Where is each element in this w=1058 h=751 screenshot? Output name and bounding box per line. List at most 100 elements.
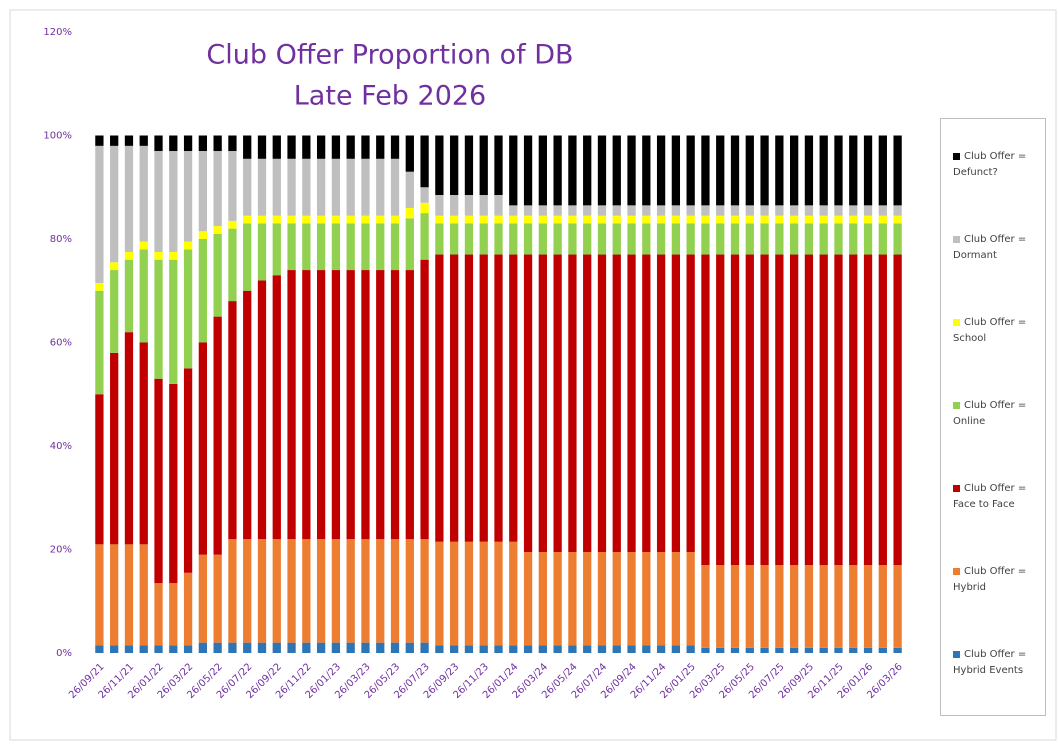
bar-segment (464, 215, 474, 224)
bar-segment (597, 205, 607, 216)
legend-swatch (953, 567, 960, 575)
bar-segment (538, 552, 547, 646)
bar-segment (671, 215, 681, 224)
bar-segment (361, 135, 370, 159)
bar-segment (627, 552, 636, 646)
legend-label: Club Offer = Hybrid Events (953, 649, 1027, 676)
bar-segment (819, 215, 828, 224)
bar-segment (110, 544, 119, 646)
bar-segment (390, 215, 400, 224)
bar-segment (849, 205, 858, 216)
bar-segment (287, 539, 296, 643)
bar-segment (450, 215, 459, 224)
legend-item: Club Offer = Dormant (953, 232, 1043, 264)
bar-segment (863, 647, 873, 653)
legend-swatch (953, 235, 960, 243)
bar-segment (819, 565, 828, 648)
bar-segment (464, 645, 474, 653)
bar-segment (494, 645, 503, 653)
bar-segment (124, 145, 134, 252)
bar-segment (450, 645, 459, 653)
bar-segment (228, 539, 237, 643)
bar-segment (154, 259, 163, 379)
bar-segment (228, 228, 237, 302)
bar-segment (597, 215, 607, 224)
bar-segment (730, 223, 740, 255)
bar-segment (686, 205, 695, 216)
bar-segment (671, 205, 681, 216)
bar-segment (257, 642, 267, 653)
bar-segment (760, 254, 769, 566)
y-tick-label: 20% (50, 545, 72, 556)
bar-segment (183, 249, 193, 369)
bar-segment (583, 645, 592, 653)
bar-segment (110, 645, 119, 653)
bar-segment (730, 254, 740, 566)
bar-segment (775, 205, 784, 216)
bar-segment (656, 135, 666, 206)
bar-segment (789, 205, 799, 216)
bar-segment (538, 645, 547, 653)
bar-segment (243, 158, 252, 216)
bar-segment (716, 205, 725, 216)
bar-segment (405, 135, 414, 172)
bar-segment (509, 254, 518, 542)
legend-item: Club Offer = Hybrid Events (953, 647, 1043, 679)
bar-segment (597, 552, 607, 646)
bar-segment (95, 645, 104, 653)
bar-segment (612, 552, 621, 646)
bar-segment (435, 215, 444, 224)
bar-segment (331, 539, 341, 643)
bar-segment (538, 254, 547, 553)
bar-segment (361, 539, 370, 643)
bar-segment (361, 158, 370, 216)
bar-segment (686, 223, 695, 255)
bar-segment (243, 215, 252, 224)
bar-segment (597, 223, 607, 255)
bar-segment (553, 645, 562, 653)
bar-segment (110, 135, 119, 146)
bar-segment (405, 270, 414, 540)
bar-segment (538, 223, 547, 255)
bar-segment (878, 215, 887, 224)
bar-segment (124, 135, 134, 146)
bar-segment (775, 135, 784, 206)
bar-segment (804, 647, 814, 653)
bar-segment (878, 647, 887, 653)
bar-segment (775, 647, 784, 653)
bar-segment (612, 215, 621, 224)
bar-segment (450, 223, 459, 255)
bar-segment (494, 254, 503, 542)
bar-segment (464, 195, 474, 216)
bar-segment (390, 135, 400, 159)
bar-segment (346, 270, 355, 540)
bar-segment (538, 205, 547, 216)
bar-segment (863, 135, 873, 206)
bar-segment (745, 565, 754, 648)
bar-segment (435, 223, 444, 255)
bar-segment (272, 135, 281, 159)
bar-segment (198, 642, 208, 653)
bar-segment (494, 223, 503, 255)
bar-segment (804, 205, 814, 216)
bar-segment (479, 541, 488, 646)
legend-label: Club Offer = Defunct? (953, 151, 1027, 178)
bar-segment (730, 205, 740, 216)
bar-segment (95, 290, 104, 395)
bar-segment (272, 223, 281, 276)
bar-segment (420, 539, 429, 643)
bar-segment (228, 220, 237, 229)
bar-segment (213, 135, 222, 152)
bar-segment (804, 215, 814, 224)
bar-segment (287, 642, 296, 653)
bar-segment (316, 158, 326, 216)
chart-subtitle: Late Feb 2026 (294, 81, 486, 112)
bar-segment (198, 239, 208, 343)
bar-segment (701, 254, 710, 566)
bar-segment (124, 259, 134, 333)
bar-segment (390, 270, 400, 540)
bar-segment (169, 383, 178, 584)
bar-segment (390, 223, 400, 271)
bar-segment (302, 215, 311, 224)
legend-item: Club Offer = Defunct? (953, 149, 1043, 181)
